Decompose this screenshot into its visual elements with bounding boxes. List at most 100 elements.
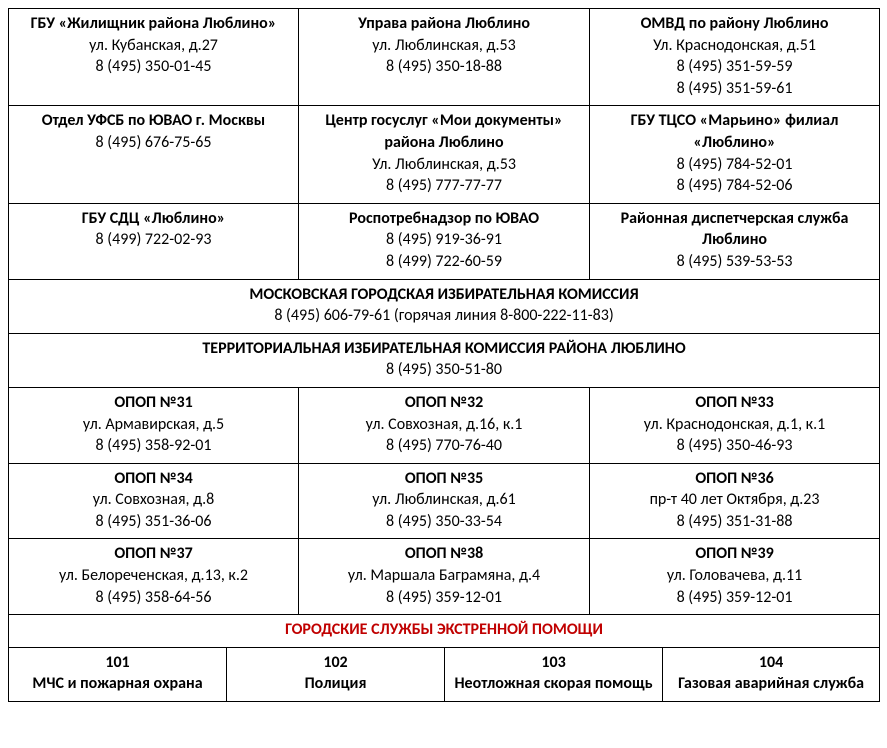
opop-title: ОПОП №33 bbox=[594, 392, 875, 414]
opop-cell: ОПОП №39 ул. Головачева, д.11 8 (495) 35… bbox=[590, 539, 880, 615]
org-phone: 8 (495) 777-77-77 bbox=[303, 175, 585, 197]
opop-phone: 8 (495) 350-33-54 bbox=[303, 511, 585, 533]
emergency-cell: 102 Полиция bbox=[227, 647, 445, 701]
org-title: Районная диспетчерская служба Люблино bbox=[594, 208, 875, 251]
org-cell: ГБУ СДЦ «Люблино» 8 (499) 722-02-93 bbox=[9, 203, 299, 279]
org-address: ул. Кубанская, д.27 bbox=[13, 35, 294, 57]
table-row: ОПОП №34 ул. Совхозная, д.8 8 (495) 351-… bbox=[9, 463, 880, 539]
org-cell: Управа района Люблино ул. Люблинская, д.… bbox=[299, 9, 590, 106]
opop-address: пр-т 40 лет Октября, д.23 bbox=[594, 489, 875, 511]
opop-phone: 8 (495) 350-46-93 bbox=[594, 435, 875, 457]
opop-cell: ОПОП №37 ул. Белореченская, д.13, к.2 8 … bbox=[9, 539, 299, 615]
org-address: ул. Люблинская, д.53 bbox=[303, 35, 585, 57]
opop-title: ОПОП №39 bbox=[594, 543, 875, 565]
opop-phone: 8 (495) 359-12-01 bbox=[594, 587, 875, 609]
opop-cell: ОПОП №33 ул. Краснодонская, д.1, к.1 8 (… bbox=[590, 387, 880, 463]
table-row: ГБУ СДЦ «Люблино» 8 (499) 722-02-93 Росп… bbox=[9, 203, 880, 279]
opop-address: ул. Краснодонская, д.1, к.1 bbox=[594, 414, 875, 436]
emergency-label: МЧС и пожарная охрана bbox=[13, 673, 222, 695]
emergency-cell: 103 Неотложная скорая помощь bbox=[445, 647, 663, 701]
org-title: Управа района Люблино bbox=[303, 13, 585, 35]
opop-cell: ОПОП №36 пр-т 40 лет Октября, д.23 8 (49… bbox=[590, 463, 880, 539]
table-row: ГОРОДСКИЕ СЛУЖБЫ ЭКСТРЕННОЙ ПОМОЩИ bbox=[9, 615, 880, 648]
org-phone: 8 (495) 676-75-65 bbox=[13, 132, 294, 154]
org-phone: 8 (495) 351-59-59 bbox=[594, 56, 875, 78]
emergency-cell: 101 МЧС и пожарная охрана bbox=[9, 647, 227, 701]
table-row: 101 МЧС и пожарная охрана 102 Полиция 10… bbox=[9, 647, 880, 701]
org-title: Центр госуслуг «Мои документы» района Лю… bbox=[303, 110, 585, 153]
emergency-header: ГОРОДСКИЕ СЛУЖБЫ ЭКСТРЕННОЙ ПОМОЩИ bbox=[285, 620, 603, 639]
table-row: ОПОП №31 ул. Армавирская, д.5 8 (495) 35… bbox=[9, 387, 880, 463]
mgik-title: МОСКОВСКАЯ ГОРОДСКАЯ ИЗБИРАТЕЛЬНАЯ КОМИС… bbox=[13, 284, 875, 306]
opop-phone: 8 (495) 351-31-88 bbox=[594, 511, 875, 533]
emergency-cell: 104 Газовая аварийная служба bbox=[663, 647, 880, 701]
emergency-number: 103 bbox=[449, 652, 658, 674]
mgik-cell: МОСКОВСКАЯ ГОРОДСКАЯ ИЗБИРАТЕЛЬНАЯ КОМИС… bbox=[9, 279, 880, 333]
table-row: Отдел УФСБ по ЮВАО г. Москвы 8 (495) 676… bbox=[9, 106, 880, 203]
opop-title: ОПОП №38 bbox=[303, 543, 585, 565]
emergency-number: 102 bbox=[231, 652, 440, 674]
opop-address: ул. Маршала Баграмяна, д.4 bbox=[303, 565, 585, 587]
emergency-header-cell: ГОРОДСКИЕ СЛУЖБЫ ЭКСТРЕННОЙ ПОМОЩИ bbox=[9, 615, 880, 648]
opop-cell: ОПОП №31 ул. Армавирская, д.5 8 (495) 35… bbox=[9, 387, 299, 463]
org-phone: 8 (495) 784-52-01 bbox=[594, 154, 875, 176]
org-phone: 8 (495) 350-01-45 bbox=[13, 56, 294, 78]
tik-phone: 8 (495) 350-51-80 bbox=[13, 359, 875, 381]
opop-title: ОПОП №36 bbox=[594, 468, 875, 490]
org-cell: ГБУ «Жилищник района Люблино» ул. Кубанс… bbox=[9, 9, 299, 106]
org-title: ГБУ СДЦ «Люблино» bbox=[13, 208, 294, 230]
opop-cell: ОПОП №35 ул. Люблинская, д.61 8 (495) 35… bbox=[299, 463, 590, 539]
table-row: ГБУ «Жилищник района Люблино» ул. Кубанс… bbox=[9, 9, 880, 106]
org-phone: 8 (499) 722-02-93 bbox=[13, 229, 294, 251]
org-cell: Районная диспетчерская служба Люблино 8 … bbox=[590, 203, 880, 279]
opop-phone: 8 (495) 351-36-06 bbox=[13, 511, 294, 533]
org-phone: 8 (495) 539-53-53 bbox=[594, 251, 875, 273]
org-cell: Отдел УФСБ по ЮВАО г. Москвы 8 (495) 676… bbox=[9, 106, 299, 203]
opop-address: ул. Совхозная, д.8 bbox=[13, 489, 294, 511]
org-phone: 8 (495) 351-59-61 bbox=[594, 78, 875, 100]
org-phone: 8 (495) 350-18-88 bbox=[303, 56, 585, 78]
org-title: ГБУ «Жилищник района Люблино» bbox=[13, 13, 294, 35]
emergency-label: Неотложная скорая помощь bbox=[449, 673, 658, 695]
org-phone: 8 (495) 784-52-06 bbox=[594, 175, 875, 197]
org-title: ГБУ ТЦСО «Марьино» филиал «Люблино» bbox=[594, 110, 875, 153]
org-title: ОМВД по району Люблино bbox=[594, 13, 875, 35]
opop-title: ОПОП №35 bbox=[303, 468, 585, 490]
emergency-label: Газовая аварийная служба bbox=[667, 673, 875, 695]
tik-title: ТЕРРИТОРИАЛЬНАЯ ИЗБИРАТЕЛЬНАЯ КОМИССИЯ Р… bbox=[13, 338, 875, 360]
org-cell: Роспотребнадзор по ЮВАО 8 (495) 919-36-9… bbox=[299, 203, 590, 279]
org-title: Отдел УФСБ по ЮВАО г. Москвы bbox=[13, 110, 294, 132]
opop-address: ул. Армавирская, д.5 bbox=[13, 414, 294, 436]
org-address: Ул. Люблинская, д.53 bbox=[303, 154, 585, 176]
table-row: ТЕРРИТОРИАЛЬНАЯ ИЗБИРАТЕЛЬНАЯ КОМИССИЯ Р… bbox=[9, 333, 880, 387]
opop-cell: ОПОП №32 ул. Совхозная, д.16, к.1 8 (495… bbox=[299, 387, 590, 463]
opop-address: ул. Белореченская, д.13, к.2 bbox=[13, 565, 294, 587]
opop-address: ул. Совхозная, д.16, к.1 bbox=[303, 414, 585, 436]
table-row: МОСКОВСКАЯ ГОРОДСКАЯ ИЗБИРАТЕЛЬНАЯ КОМИС… bbox=[9, 279, 880, 333]
opop-cell: ОПОП №38 ул. Маршала Баграмяна, д.4 8 (4… bbox=[299, 539, 590, 615]
opop-cell: ОПОП №34 ул. Совхозная, д.8 8 (495) 351-… bbox=[9, 463, 299, 539]
opop-phone: 8 (495) 358-64-56 bbox=[13, 587, 294, 609]
opop-phone: 8 (495) 359-12-01 bbox=[303, 587, 585, 609]
emergency-number: 101 bbox=[13, 652, 222, 674]
org-cell: ОМВД по району Люблино Ул. Краснодонская… bbox=[590, 9, 880, 106]
opop-title: ОПОП №31 bbox=[13, 392, 294, 414]
org-phone: 8 (495) 919-36-91 bbox=[303, 229, 585, 251]
emergency-number: 104 bbox=[667, 652, 875, 674]
opop-address: ул. Головачева, д.11 bbox=[594, 565, 875, 587]
org-title: Роспотребнадзор по ЮВАО bbox=[303, 208, 585, 230]
mgik-phone: 8 (495) 606-79-61 (горячая линия 8-800-2… bbox=[13, 305, 875, 327]
contacts-table: ГБУ «Жилищник района Люблино» ул. Кубанс… bbox=[8, 8, 880, 702]
opop-title: ОПОП №32 bbox=[303, 392, 585, 414]
opop-phone: 8 (495) 770-76-40 bbox=[303, 435, 585, 457]
org-cell: Центр госуслуг «Мои документы» района Лю… bbox=[299, 106, 590, 203]
org-address: Ул. Краснодонская, д.51 bbox=[594, 35, 875, 57]
org-cell: ГБУ ТЦСО «Марьино» филиал «Люблино» 8 (4… bbox=[590, 106, 880, 203]
emergency-label: Полиция bbox=[231, 673, 440, 695]
opop-title: ОПОП №37 bbox=[13, 543, 294, 565]
tik-cell: ТЕРРИТОРИАЛЬНАЯ ИЗБИРАТЕЛЬНАЯ КОМИССИЯ Р… bbox=[9, 333, 880, 387]
table-row: ОПОП №37 ул. Белореченская, д.13, к.2 8 … bbox=[9, 539, 880, 615]
opop-phone: 8 (495) 358-92-01 bbox=[13, 435, 294, 457]
opop-address: ул. Люблинская, д.61 bbox=[303, 489, 585, 511]
org-phone: 8 (499) 722-60-59 bbox=[303, 251, 585, 273]
